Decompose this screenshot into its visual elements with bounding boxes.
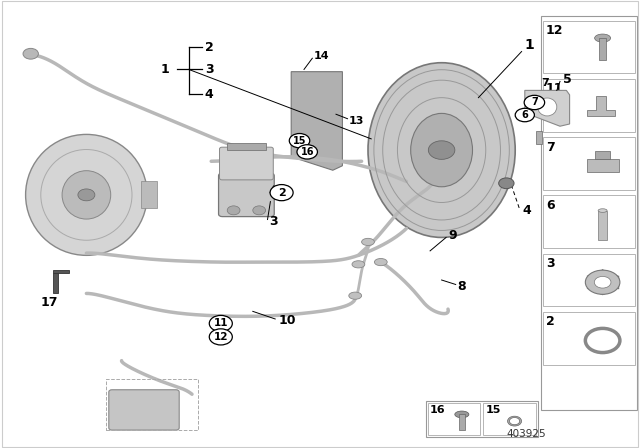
Bar xyxy=(426,401,538,437)
Bar xyxy=(543,79,635,132)
Polygon shape xyxy=(587,96,616,116)
FancyBboxPatch shape xyxy=(109,390,179,430)
Ellipse shape xyxy=(352,261,365,268)
Ellipse shape xyxy=(349,292,362,299)
Circle shape xyxy=(586,270,620,294)
Text: 10: 10 xyxy=(278,314,296,327)
Text: 1: 1 xyxy=(160,63,169,76)
Polygon shape xyxy=(291,72,342,170)
Bar xyxy=(599,38,607,60)
Text: 12: 12 xyxy=(214,332,228,342)
Bar xyxy=(53,270,69,273)
Circle shape xyxy=(499,178,514,189)
Text: 9: 9 xyxy=(448,228,456,242)
Text: 16: 16 xyxy=(430,405,445,415)
Ellipse shape xyxy=(598,209,607,212)
Circle shape xyxy=(227,206,240,215)
Bar xyxy=(459,414,465,430)
Circle shape xyxy=(595,276,611,288)
Ellipse shape xyxy=(411,113,472,187)
Circle shape xyxy=(524,95,545,110)
Bar xyxy=(106,379,198,430)
Circle shape xyxy=(270,185,293,201)
Text: 8: 8 xyxy=(458,280,466,293)
Circle shape xyxy=(509,418,520,425)
Text: 7: 7 xyxy=(531,98,538,108)
Text: 3: 3 xyxy=(205,63,213,76)
Text: 13: 13 xyxy=(349,116,364,126)
Polygon shape xyxy=(525,90,570,126)
Bar xyxy=(483,403,536,435)
Bar xyxy=(595,151,611,159)
Circle shape xyxy=(586,328,620,353)
Text: 15: 15 xyxy=(485,405,501,415)
Circle shape xyxy=(289,134,310,148)
Circle shape xyxy=(78,189,95,201)
Text: 2: 2 xyxy=(205,40,214,54)
FancyBboxPatch shape xyxy=(219,173,275,217)
Bar xyxy=(543,21,635,73)
Text: 2: 2 xyxy=(546,315,555,328)
Text: 17: 17 xyxy=(40,296,58,309)
Text: 4: 4 xyxy=(205,87,214,101)
Text: 12: 12 xyxy=(546,24,563,37)
Bar xyxy=(598,211,607,240)
Text: 15: 15 xyxy=(292,136,307,146)
Circle shape xyxy=(253,206,266,215)
Ellipse shape xyxy=(26,134,147,255)
Circle shape xyxy=(209,329,232,345)
Bar xyxy=(587,159,619,172)
Text: 2: 2 xyxy=(278,188,285,198)
Bar xyxy=(543,254,635,306)
Text: 7: 7 xyxy=(541,78,548,88)
Bar xyxy=(227,143,266,150)
FancyBboxPatch shape xyxy=(220,147,273,180)
Ellipse shape xyxy=(455,411,469,418)
Circle shape xyxy=(297,145,317,159)
Ellipse shape xyxy=(538,98,557,116)
Text: 3: 3 xyxy=(546,257,554,270)
Text: 11: 11 xyxy=(214,319,228,328)
Bar xyxy=(53,273,58,293)
Text: 1: 1 xyxy=(525,38,534,52)
Ellipse shape xyxy=(595,34,611,42)
Text: 6: 6 xyxy=(522,110,528,120)
Bar xyxy=(543,195,635,248)
Circle shape xyxy=(209,315,232,332)
Bar xyxy=(141,181,157,208)
Ellipse shape xyxy=(368,63,515,237)
Text: 4: 4 xyxy=(522,204,531,217)
Ellipse shape xyxy=(62,171,111,219)
Text: 11: 11 xyxy=(546,82,563,95)
Ellipse shape xyxy=(374,258,387,266)
Circle shape xyxy=(23,48,38,59)
Text: 7: 7 xyxy=(546,141,555,154)
Text: 5: 5 xyxy=(563,73,572,86)
Text: 14: 14 xyxy=(314,51,329,61)
Bar xyxy=(543,137,635,190)
Circle shape xyxy=(515,108,534,122)
Ellipse shape xyxy=(362,238,374,246)
Circle shape xyxy=(428,141,455,159)
Bar xyxy=(536,131,542,144)
Bar xyxy=(543,312,635,365)
Ellipse shape xyxy=(508,416,522,426)
Bar xyxy=(541,16,637,410)
Bar xyxy=(428,403,480,435)
Text: 403925: 403925 xyxy=(507,429,547,439)
Text: 6: 6 xyxy=(546,199,554,212)
Text: 16: 16 xyxy=(300,147,314,157)
Text: 3: 3 xyxy=(269,215,277,228)
